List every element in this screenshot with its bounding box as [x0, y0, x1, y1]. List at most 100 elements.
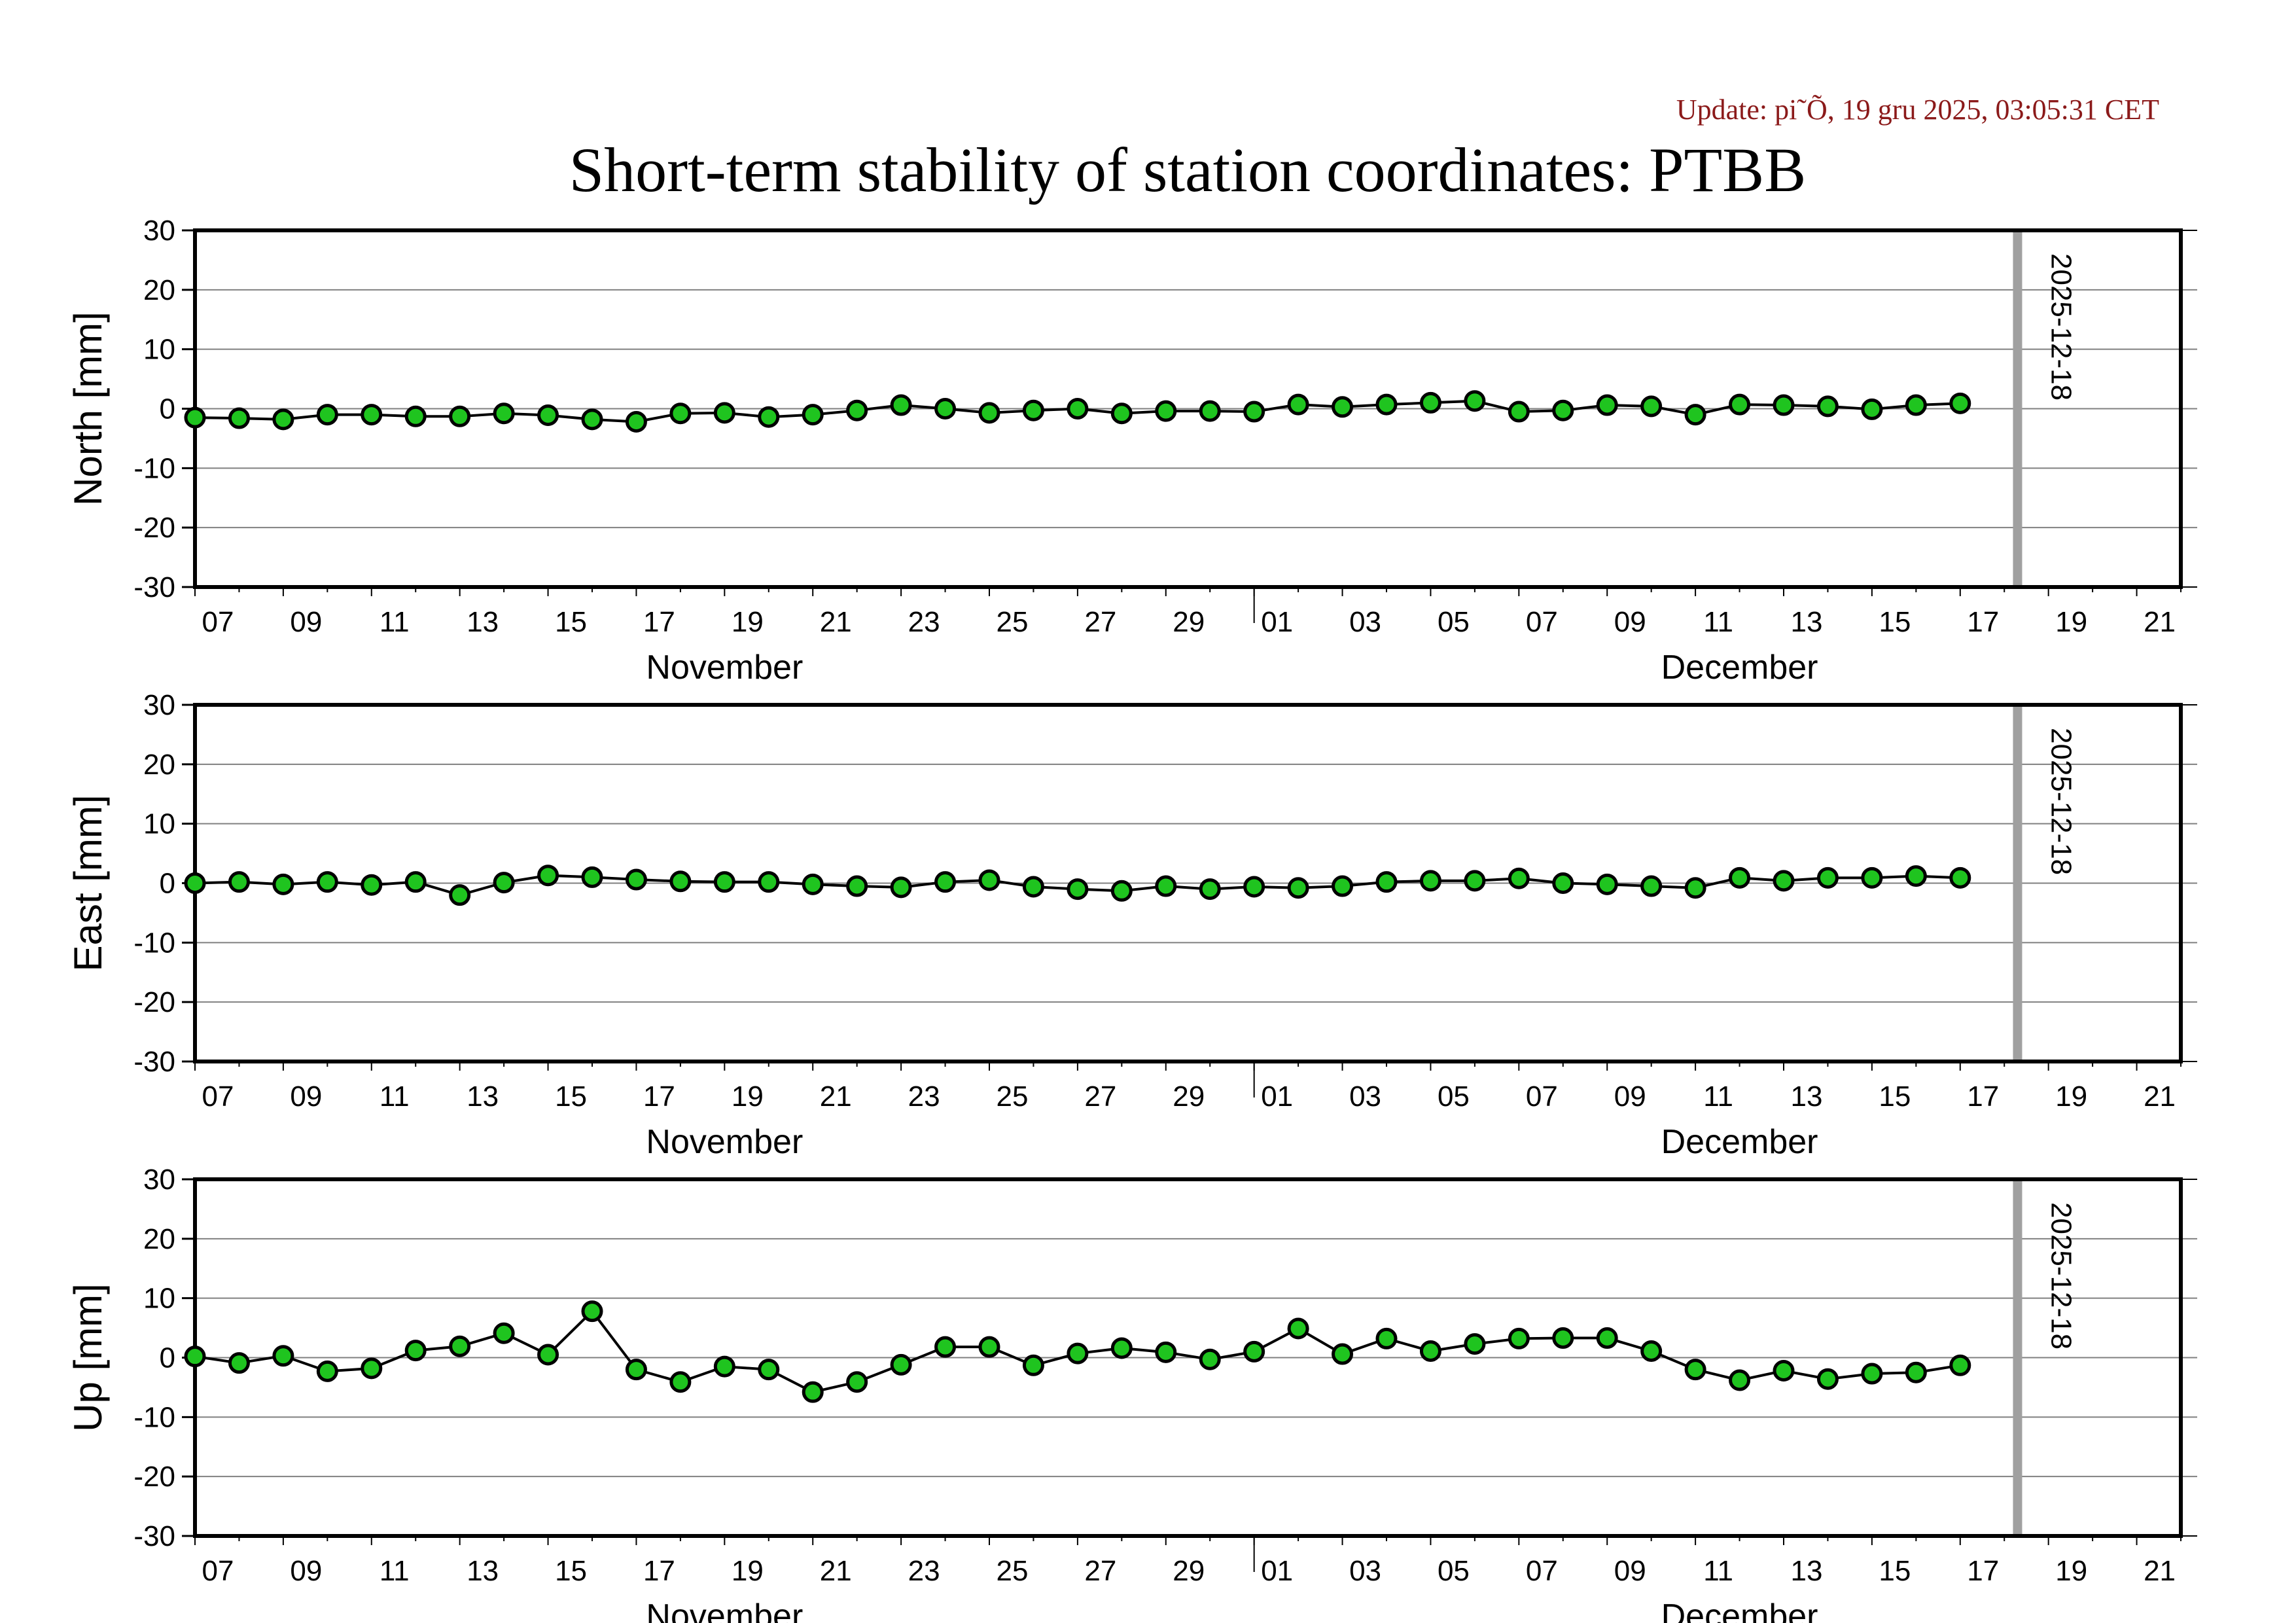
data-point	[1287, 1317, 1309, 1340]
y-tick-label: 30	[143, 689, 175, 721]
data-point	[1419, 391, 1441, 414]
y-tick-label: -20	[133, 1461, 175, 1493]
month-label: December	[1661, 649, 1818, 687]
data-point	[1199, 400, 1221, 422]
x-tick-label: 21	[2144, 606, 2176, 638]
x-tick-label: 21	[820, 1555, 852, 1587]
data-point	[1552, 399, 1574, 421]
data-point	[316, 404, 338, 426]
data-point	[537, 865, 559, 887]
data-point	[1419, 870, 1441, 892]
x-tick-label: 03	[1349, 606, 1381, 638]
x-tick-label: 27	[1084, 1080, 1116, 1113]
month-label: November	[646, 649, 803, 687]
data-point	[625, 410, 647, 433]
data-point	[272, 1345, 294, 1367]
y-tick-label: 20	[143, 1223, 175, 1255]
data-point	[1552, 872, 1574, 894]
data-point	[1022, 399, 1044, 421]
data-point	[1332, 875, 1354, 897]
data-point	[316, 871, 338, 893]
panel-east: 30 20 10 0 -10 -20 -30 2025-12-18 07 09 11 13 15 17 19…	[66, 689, 2197, 1161]
x-tick-label: 21	[2144, 1080, 2176, 1113]
data-point	[1464, 870, 1486, 892]
x-tick-label: 19	[2055, 1555, 2087, 1587]
data-point	[1905, 394, 1927, 416]
data-point	[1067, 878, 1089, 901]
x-tick-label: 07	[202, 1080, 234, 1113]
x-tick-label: 17	[643, 606, 675, 638]
data-point	[184, 872, 206, 894]
data-point	[1684, 877, 1706, 899]
x-tick-label: 17	[643, 1555, 675, 1587]
data-point	[1949, 1354, 1971, 1376]
y-tick-label: 30	[143, 1164, 175, 1196]
data-points	[184, 865, 1971, 906]
data-point	[1332, 1343, 1354, 1365]
chart-panels: 30 20 10 0 -10 -20 -30 2025-12-18 07 09 11 13 15 17 19…	[66, 215, 2197, 1623]
data-point	[625, 1359, 647, 1381]
date-marker-label: 2025-12-18	[2045, 728, 2077, 875]
data-point	[1110, 402, 1133, 425]
x-tick-label: 09	[290, 1555, 322, 1587]
data-point	[1155, 400, 1177, 422]
data-point	[1110, 1337, 1133, 1359]
x-tick-label: 29	[1173, 1080, 1205, 1113]
data-point	[1155, 1341, 1177, 1363]
y-tick-label: -10	[133, 1401, 175, 1433]
month-label: December	[1661, 1597, 1818, 1623]
data-point	[1375, 1327, 1398, 1349]
x-tick-label: 13	[1791, 1555, 1823, 1587]
data-point	[1419, 1340, 1441, 1363]
date-marker-label: 2025-12-18	[2045, 1202, 2077, 1349]
data-point	[1243, 1340, 1265, 1363]
data-point	[802, 1381, 824, 1403]
y-tick-label: 0	[160, 393, 175, 425]
data-point	[493, 872, 515, 894]
x-tick-label: 25	[997, 1555, 1029, 1587]
x-tick-label: 15	[555, 1555, 587, 1587]
data-point	[1464, 1333, 1486, 1355]
x-tick-label: 15	[1879, 1080, 1911, 1113]
y-tick-label: -30	[133, 1520, 175, 1552]
x-tick-label: 01	[1261, 606, 1293, 638]
x-tick-label: 29	[1173, 1555, 1205, 1587]
data-point	[493, 402, 515, 425]
x-tick-label: 15	[1879, 606, 1911, 638]
data-point	[1022, 876, 1044, 898]
data-point	[581, 866, 603, 888]
x-tick-label: 07	[1526, 1555, 1558, 1587]
data-point	[978, 402, 1000, 424]
data-points	[184, 390, 1971, 433]
data-point	[1596, 873, 1618, 895]
data-point	[1684, 1359, 1706, 1381]
data-point	[537, 1344, 559, 1366]
y-gridlines	[182, 704, 2197, 1063]
x-tick-label: 11	[1703, 1080, 1733, 1113]
x-tick-label: 19	[2055, 1080, 2087, 1113]
data-point	[1375, 393, 1398, 416]
data-point	[846, 1371, 868, 1393]
data-point	[1375, 871, 1398, 893]
data-point	[1773, 870, 1795, 892]
data-point	[1332, 396, 1354, 418]
data-point	[1816, 395, 1839, 418]
x-axis: 07 09 11 13 15 17 19 21 23 25 27 29 01 03 05 07 09 11 13 15…	[194, 1061, 2181, 1161]
x-tick-label: 13	[467, 606, 499, 638]
y-tick-label: -20	[133, 986, 175, 1018]
data-point	[758, 871, 780, 893]
x-tick-label: 17	[1967, 1080, 1999, 1113]
data-point	[669, 402, 692, 425]
x-tick-label: 23	[908, 1080, 940, 1113]
data-point	[1243, 876, 1265, 898]
x-tick-label: 13	[467, 1080, 499, 1113]
data-point	[978, 1336, 1000, 1358]
x-tick-label: 09	[1614, 1080, 1646, 1113]
data-point	[1287, 877, 1309, 899]
y-tick-label: -10	[133, 452, 175, 484]
x-tick-label: 17	[1967, 1555, 1999, 1587]
data-point	[1508, 401, 1530, 423]
data-point	[1110, 880, 1133, 902]
y-tick-label: 0	[160, 1342, 175, 1374]
x-tick-label: 21	[820, 606, 852, 638]
